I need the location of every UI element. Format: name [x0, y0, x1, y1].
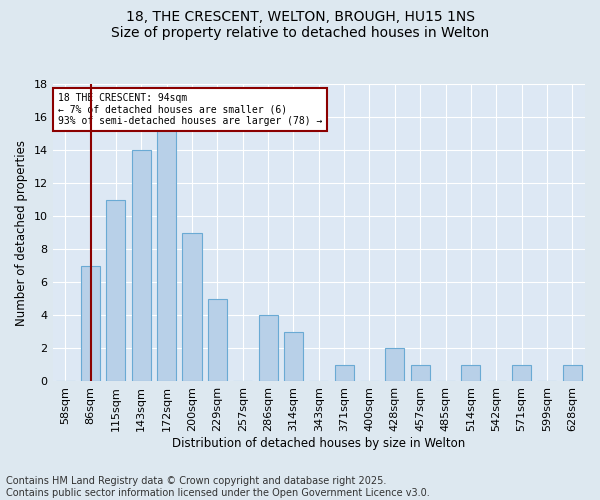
- Bar: [410, 365, 430, 382]
- Y-axis label: Number of detached properties: Number of detached properties: [15, 140, 28, 326]
- Text: Contains HM Land Registry data © Crown copyright and database right 2025.
Contai: Contains HM Land Registry data © Crown c…: [6, 476, 430, 498]
- Bar: [157, 117, 176, 382]
- Text: 18, THE CRESCENT, WELTON, BROUGH, HU15 1NS
Size of property relative to detached: 18, THE CRESCENT, WELTON, BROUGH, HU15 1…: [111, 10, 489, 40]
- Bar: [461, 365, 481, 382]
- X-axis label: Distribution of detached houses by size in Welton: Distribution of detached houses by size …: [172, 437, 466, 450]
- Bar: [335, 365, 353, 382]
- Bar: [208, 299, 227, 382]
- Bar: [259, 316, 278, 382]
- Bar: [81, 266, 100, 382]
- Bar: [512, 365, 531, 382]
- Bar: [385, 348, 404, 382]
- Bar: [284, 332, 303, 382]
- Bar: [182, 233, 202, 382]
- Bar: [563, 365, 582, 382]
- Text: 18 THE CRESCENT: 94sqm
← 7% of detached houses are smaller (6)
93% of semi-detac: 18 THE CRESCENT: 94sqm ← 7% of detached …: [58, 93, 322, 126]
- Bar: [132, 150, 151, 382]
- Bar: [106, 200, 125, 382]
